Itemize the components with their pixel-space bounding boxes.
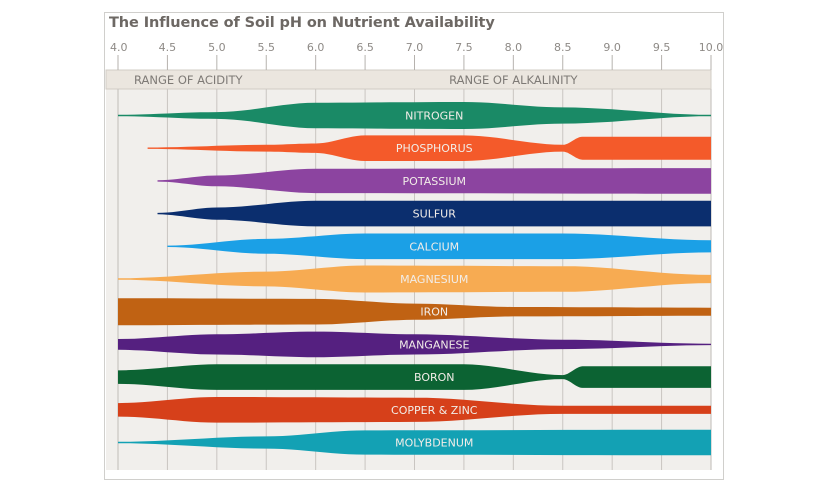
tick-label: 4.5 <box>159 41 177 54</box>
tick-label: 8.0 <box>505 41 523 54</box>
band-calcium <box>167 233 711 260</box>
range-of-acidity-label: RANGE OF ACIDITY <box>134 73 244 87</box>
band-iron <box>118 298 711 326</box>
tick-label: 9.5 <box>653 41 671 54</box>
range-header-bar <box>105 69 712 90</box>
band-label-boron: BORON <box>414 371 455 384</box>
tick-label: 4.0 <box>110 41 128 54</box>
tick-label: 6.0 <box>307 41 325 54</box>
band-potassium <box>157 168 711 194</box>
band-label-calcium: CALCIUM <box>409 240 459 253</box>
tick-label: 7.5 <box>455 41 473 54</box>
band-copper-and-zinc <box>118 397 711 423</box>
x-axis-ticks: 4.0 4.5 5.0 5.5 6.0 6.5 7.0 7.5 8.0 8.5 9.0 9.5 10.0 <box>110 41 723 70</box>
tick-label: 9.0 <box>603 41 621 54</box>
range-labels: RANGE OF ACIDITY RANGE OF ALKALINITY <box>134 73 579 87</box>
band-label-sulfur: SULFUR <box>413 208 457 221</box>
band-manganese <box>118 331 711 358</box>
band-boron <box>118 364 711 390</box>
band-magnesium <box>118 265 711 293</box>
band-molybdenum <box>118 429 711 456</box>
band-nitrogen <box>118 102 711 129</box>
range-of-alkalinity-label: RANGE OF ALKALINITY <box>449 73 578 87</box>
band-phosphorus <box>147 135 712 161</box>
chart-title: The Influence of Soil pH on Nutrient Ava… <box>109 15 495 31</box>
band-label-phosphorus: PHOSPHORUS <box>396 142 473 155</box>
band-label-magnesium: MAGNESIUM <box>400 273 468 286</box>
tick-label: 10.0 <box>699 41 724 54</box>
tick-label: 5.5 <box>258 41 276 54</box>
tick-label: 7.0 <box>406 41 424 54</box>
tick-label: 6.5 <box>356 41 374 54</box>
band-label-manganese: MANGANESE <box>399 338 469 351</box>
band-label-potassium: POTASSIUM <box>403 175 466 188</box>
tick-label: 8.5 <box>554 41 572 54</box>
band-label-iron: IRON <box>420 306 448 319</box>
band-label-copper-and-zinc: COPPER & ZINC <box>391 404 478 417</box>
nutrient-bands: NITROGEN PHOSPHORUS POTASSIUM SULFUR CALCIUM… <box>118 102 712 456</box>
band-label-nitrogen: NITROGEN <box>405 110 463 123</box>
band-label-molybdenum: MOLYBDENUM <box>395 437 473 450</box>
band-sulfur <box>157 200 711 227</box>
tick-label: 5.0 <box>208 41 226 54</box>
